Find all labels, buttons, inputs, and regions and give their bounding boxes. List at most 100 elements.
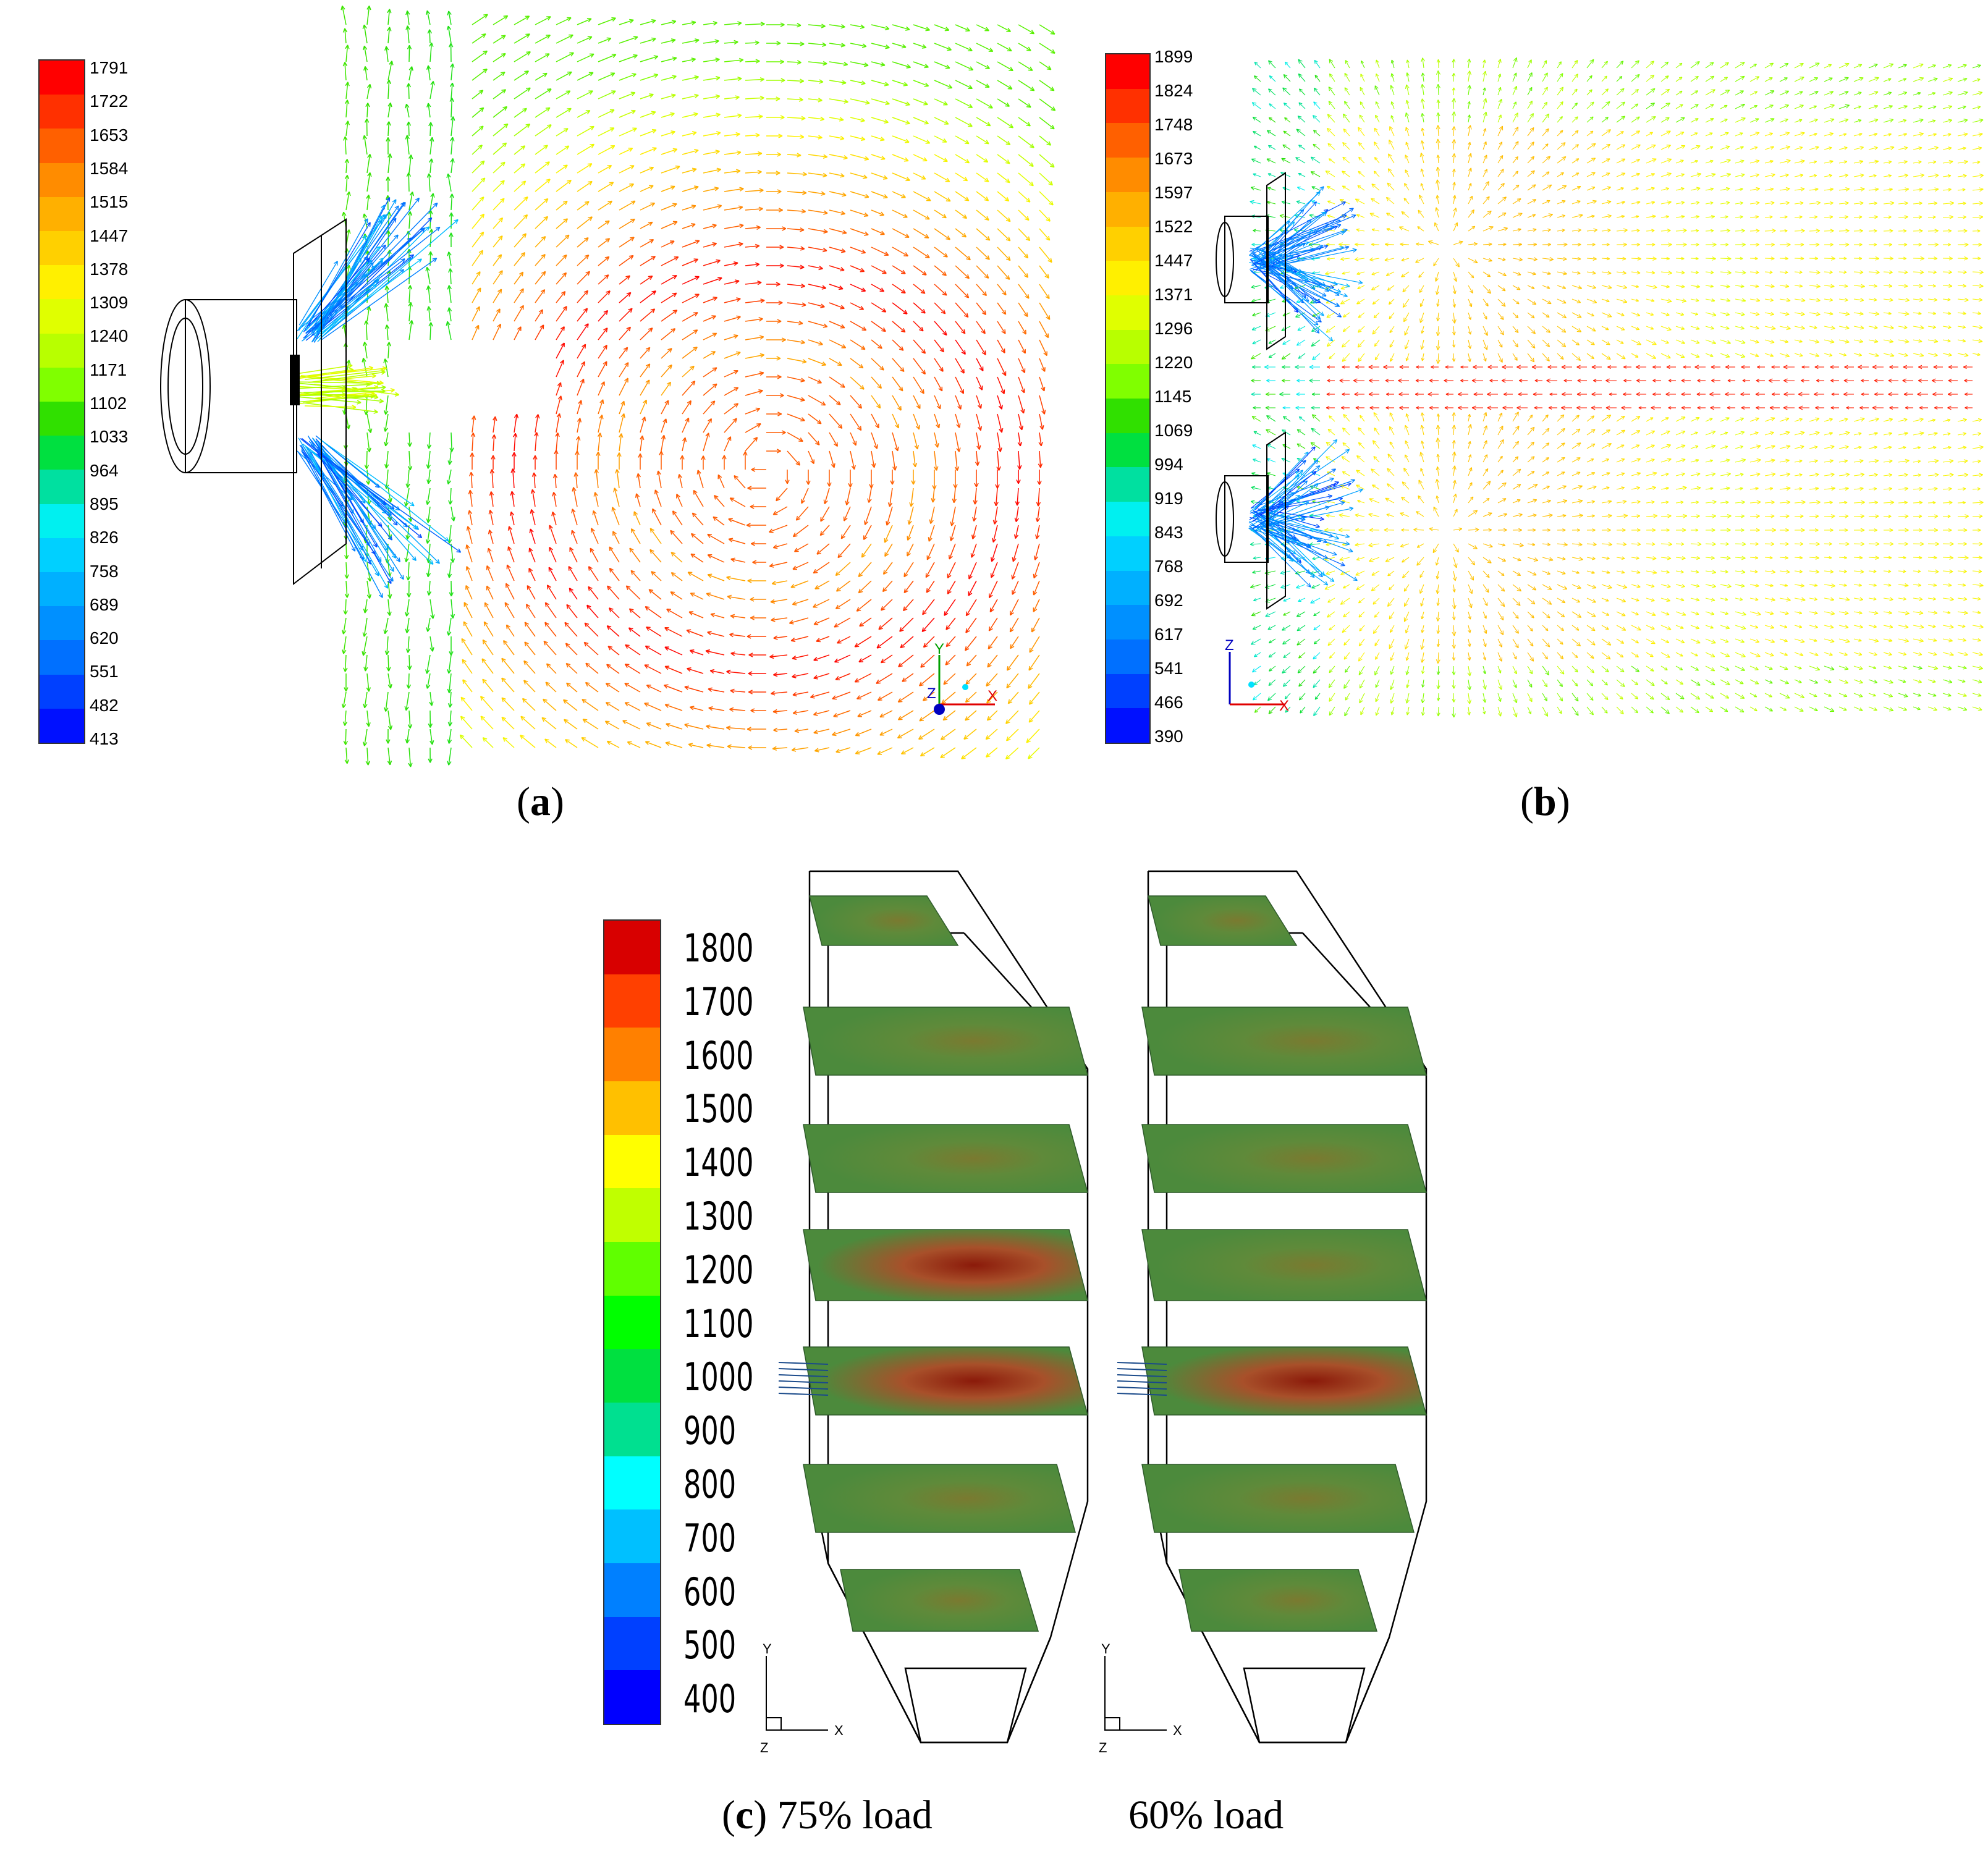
velocity-vector (619, 183, 634, 192)
velocity-vector (871, 24, 889, 30)
vector-head (592, 510, 597, 515)
colorbar-tick-label: 1240 (90, 326, 129, 346)
velocity-vector (543, 641, 557, 656)
vector-head (1283, 103, 1288, 107)
velocity-vector (1340, 597, 1350, 605)
velocity-vector (366, 154, 371, 174)
vector-head (588, 216, 593, 221)
velocity-vector (1542, 597, 1552, 605)
vector-head (460, 696, 465, 702)
velocity-vector (482, 640, 494, 656)
velocity-vector (625, 644, 641, 656)
vector-head (857, 403, 863, 409)
vector-head (348, 363, 353, 368)
vector-head (864, 193, 869, 198)
colorbar-tick-label: 994 (1154, 455, 1183, 474)
vector-head (632, 73, 637, 78)
vector-head (628, 308, 633, 313)
velocity-vector (892, 247, 908, 257)
velocity-vector-field-a: YXZ (160, 5, 1056, 767)
velocity-vector (734, 475, 746, 489)
vector-head (734, 261, 738, 266)
velocity-vector (622, 720, 641, 730)
velocity-vector (429, 251, 431, 266)
vector-head (1022, 329, 1026, 335)
velocity-vector (1266, 429, 1276, 436)
velocity-vector (1542, 665, 1549, 675)
vector-head (387, 725, 393, 730)
vector-head (384, 285, 389, 290)
vector-head (734, 403, 739, 408)
velocity-vector (1373, 412, 1380, 422)
velocity-vector (1254, 145, 1261, 150)
vector-head (727, 594, 732, 599)
vector-head (392, 199, 397, 204)
velocity-vector (808, 302, 825, 308)
velocity-vector (305, 369, 385, 381)
colorbar-tick-label: 1673 (1154, 149, 1193, 168)
velocity-vector (913, 24, 930, 31)
vector-head (435, 559, 440, 564)
vector-head (534, 432, 539, 437)
velocity-vector (526, 604, 536, 618)
vector-head (585, 271, 590, 276)
vector-head (448, 43, 454, 48)
vector-head (489, 491, 494, 496)
velocity-vector (745, 61, 760, 62)
velocity-vector (661, 39, 676, 44)
vector-head (1020, 388, 1025, 394)
vector-head (941, 309, 946, 315)
velocity-vector (878, 617, 893, 630)
vector-head (881, 308, 887, 313)
velocity-vector (913, 61, 929, 68)
vector-head (792, 601, 797, 606)
vector-head (607, 585, 612, 591)
velocity-vector (386, 46, 389, 62)
vector-head (670, 530, 675, 535)
vector-head (446, 321, 450, 326)
vector-head (1028, 684, 1033, 689)
vector-head (611, 507, 616, 512)
velocity-vector (531, 509, 536, 526)
burner-geometry-a (160, 218, 347, 586)
velocity-vector (514, 51, 531, 62)
vector-head (988, 644, 992, 649)
velocity-vector (682, 58, 696, 62)
vector-head (630, 165, 635, 170)
velocity-vector (961, 747, 977, 759)
velocity-vector (1033, 562, 1040, 578)
vector-head (945, 642, 951, 648)
velocity-vector (771, 691, 788, 694)
velocity-vector (301, 444, 394, 582)
velocity-vector (577, 36, 593, 44)
velocity-vector (1282, 87, 1291, 96)
velocity-vector (501, 717, 515, 730)
vector-head (672, 75, 677, 80)
velocity-vector (1251, 501, 1261, 504)
vector-head (810, 459, 815, 465)
velocity-vector (345, 192, 350, 211)
vector-head (716, 112, 721, 117)
vector-head (755, 262, 760, 267)
velocity-vector (829, 24, 845, 28)
velocity-vector (1285, 61, 1291, 69)
velocity-vector (829, 43, 845, 46)
vector-head (487, 547, 492, 553)
vector-head (684, 685, 689, 690)
vector-head (429, 42, 434, 47)
vector-head (463, 621, 468, 627)
velocity-vector (682, 150, 699, 155)
vector-head (947, 46, 952, 51)
vector-head (662, 418, 667, 423)
velocity-vector (429, 728, 433, 745)
vector-head (462, 659, 467, 664)
velocity-vector (724, 78, 742, 81)
vector-head (957, 405, 962, 410)
velocity-vector (1252, 570, 1261, 573)
velocity-vector (922, 599, 935, 615)
velocity-vector (387, 710, 392, 730)
velocity-vector (645, 606, 662, 618)
vector-head (365, 382, 370, 387)
velocity-vector (366, 673, 370, 692)
velocity-vector (1028, 673, 1040, 689)
